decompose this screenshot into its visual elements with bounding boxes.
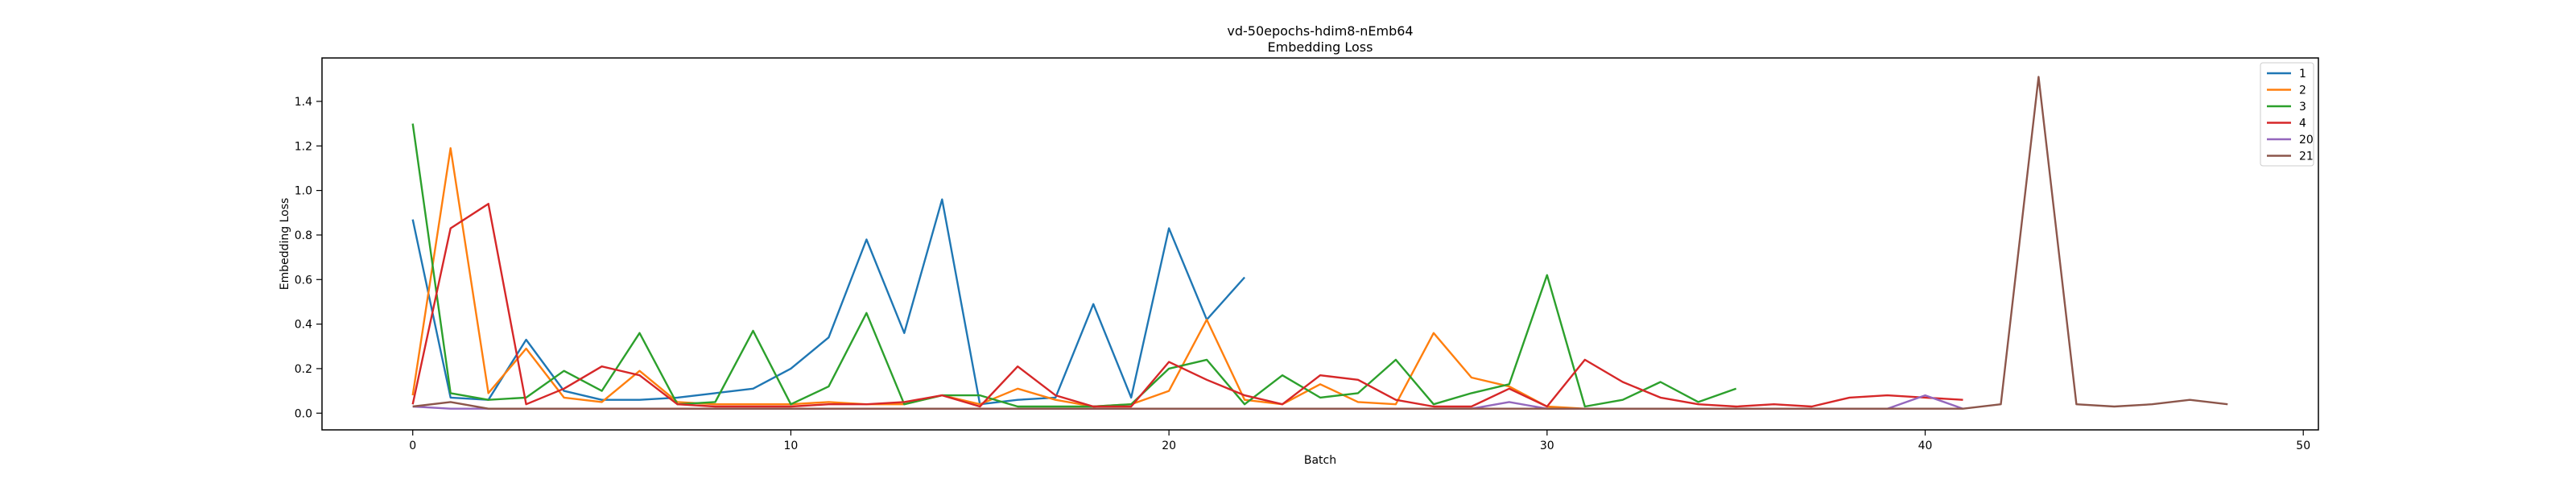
y-tick-label: 1.0: [295, 185, 312, 198]
series-line-21: [412, 76, 2228, 410]
series-line-4: [411, 202, 1963, 408]
legend-label-21: 21: [2299, 151, 2314, 163]
series-line-1: [411, 198, 1245, 406]
y-tick-label: 0.8: [295, 229, 312, 242]
series-layer: [411, 76, 2228, 410]
series-line-3: [411, 123, 1737, 408]
y-tick-label: 0.6: [295, 274, 312, 287]
x-axis-label: Batch: [1304, 454, 1336, 467]
y-axis: 0.0 0.2 0.4 0.6 0.8 1.0 1.2 1.4: [295, 96, 322, 420]
x-tick-label: 20: [1162, 440, 1176, 452]
chart-subtitle: Embedding Loss: [1268, 39, 1373, 55]
legend-label-3: 3: [2299, 101, 2306, 114]
legend-label-1: 1: [2299, 68, 2306, 80]
x-axis: 0 10 20 30 40 50: [409, 430, 2310, 452]
x-tick-label: 10: [784, 440, 799, 452]
y-tick-label: 0.0: [295, 407, 312, 420]
plot-frame: [321, 57, 2319, 431]
x-tick-label: 0: [409, 440, 416, 452]
y-tick-label: 0.4: [295, 319, 312, 332]
chart-title: vd-50epochs-hdim8-nEmb64: [1227, 23, 1413, 39]
y-tick-label: 0.2: [295, 363, 312, 376]
y-tick-label: 1.4: [295, 96, 312, 109]
y-tick-label: 1.2: [295, 140, 312, 153]
series-line-2: [411, 147, 1736, 410]
legend-label-4: 4: [2299, 118, 2306, 130]
x-tick-label: 40: [1918, 440, 1933, 452]
y-axis-label: Embedding Loss: [279, 198, 291, 291]
x-tick-label: 30: [1540, 440, 1554, 452]
legend-label-2: 2: [2299, 85, 2306, 97]
x-tick-label: 50: [2296, 440, 2310, 452]
legend: 1 2 3 4 20 21: [2260, 62, 2314, 167]
legend-label-20: 20: [2299, 134, 2314, 147]
